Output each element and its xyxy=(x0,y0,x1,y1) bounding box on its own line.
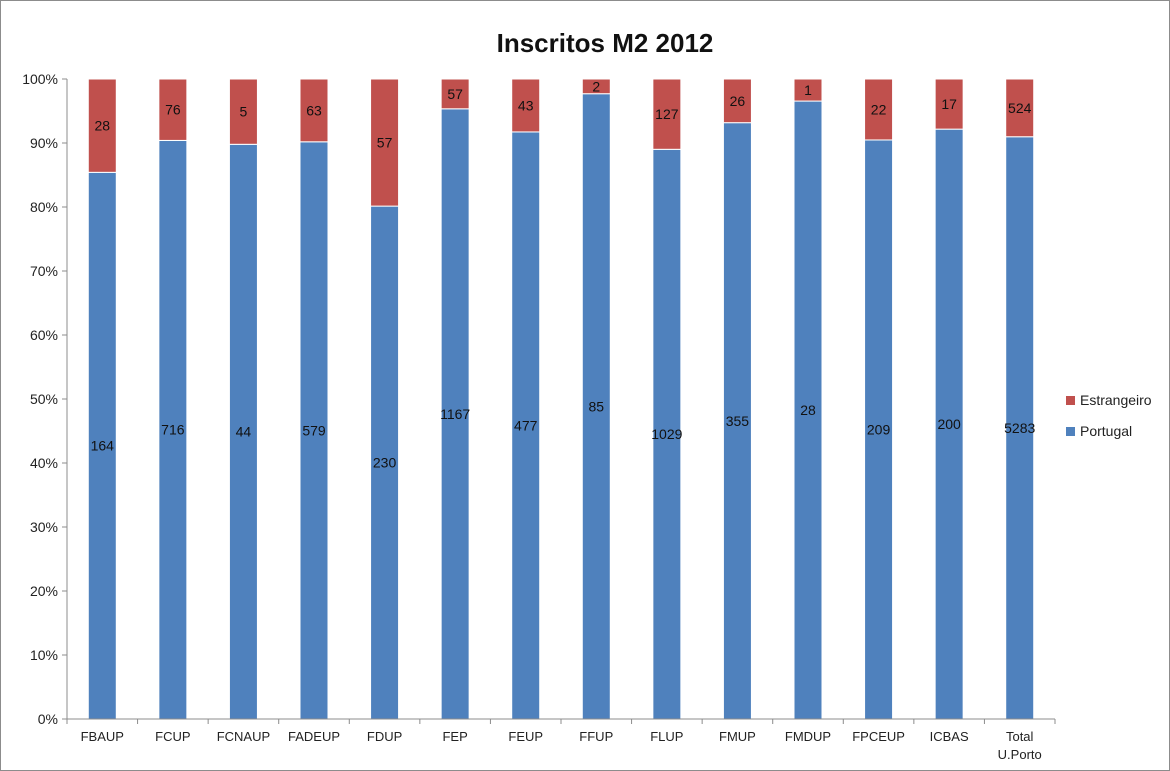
data-label-portugal: 44 xyxy=(236,424,252,440)
data-label-estrangeiro: 76 xyxy=(165,102,181,118)
bar-portugal xyxy=(581,93,611,720)
data-label-portugal: 1029 xyxy=(651,426,682,442)
x-axis: FBAUP FCUP FCNAUP FADEUP FDUP FEP FEUP FFUP FLUP… xyxy=(66,718,1056,762)
bars: 164 28 716 76 44 5 579 63 230 57 1167 57 477 43 85 2 102… xyxy=(87,78,1035,720)
legend-label-portugal: Portugal xyxy=(1080,423,1132,439)
bar-estrangeiro xyxy=(793,78,823,102)
y-tick-label: 70% xyxy=(30,263,58,279)
data-label-portugal: 579 xyxy=(302,422,326,438)
data-label-portugal: 85 xyxy=(588,398,604,414)
bar-portugal xyxy=(228,143,258,720)
bar-estrangeiro xyxy=(652,78,682,150)
legend-label-estrangeiro: Estrangeiro xyxy=(1080,392,1152,408)
data-label-portugal: 164 xyxy=(91,438,115,454)
data-label-estrangeiro: 28 xyxy=(94,118,110,134)
y-tick-label: 40% xyxy=(30,455,58,471)
bar-estrangeiro xyxy=(581,78,611,95)
bar-estrangeiro xyxy=(299,78,329,143)
x-tick-label: ICBAS xyxy=(930,729,969,744)
x-tick-label: FADEUP xyxy=(288,729,340,744)
bar-portugal xyxy=(440,108,470,720)
bar-portugal xyxy=(864,139,894,720)
bar-estrangeiro xyxy=(864,78,894,141)
y-tick-label: 60% xyxy=(30,327,58,343)
y-tick-label: 20% xyxy=(30,583,58,599)
x-tick-label: FEP xyxy=(442,729,467,744)
bar-estrangeiro xyxy=(1005,78,1035,138)
data-label-estrangeiro: 2 xyxy=(592,78,600,94)
bar-portugal xyxy=(652,148,682,720)
data-label-portugal: 200 xyxy=(937,416,961,432)
y-tick-label: 90% xyxy=(30,135,58,151)
legend-swatch-estrangeiro xyxy=(1066,396,1075,405)
x-tick-label: FBAUP xyxy=(81,729,124,744)
x-tick-label: FCNAUP xyxy=(217,729,270,744)
bar-portugal xyxy=(1005,136,1035,720)
data-label-estrangeiro: 57 xyxy=(447,86,463,102)
data-label-portugal: 1167 xyxy=(440,406,470,422)
x-tick-label: FMDUP xyxy=(785,729,831,744)
y-tick-label: 80% xyxy=(30,199,58,215)
bar-estrangeiro xyxy=(158,78,188,141)
data-label-estrangeiro: 57 xyxy=(377,135,393,151)
bar-estrangeiro xyxy=(87,78,117,173)
y-tick-label: 50% xyxy=(30,391,58,407)
data-label-estrangeiro: 524 xyxy=(1008,100,1032,116)
bar-portugal xyxy=(370,205,400,720)
data-label-estrangeiro: 17 xyxy=(941,96,957,112)
y-tick-label: 100% xyxy=(22,71,58,87)
bar-portugal xyxy=(299,141,329,720)
x-tick-label: FFUP xyxy=(579,729,613,744)
bar-portugal xyxy=(934,128,964,720)
data-label-estrangeiro: 1 xyxy=(804,82,812,98)
y-tick-label: 0% xyxy=(38,711,58,727)
legend-swatch-portugal xyxy=(1066,427,1075,436)
x-tick-label: FMUP xyxy=(719,729,756,744)
data-label-portugal: 716 xyxy=(161,422,185,438)
data-label-portugal: 230 xyxy=(373,455,397,471)
bar-estrangeiro xyxy=(511,78,541,133)
x-tick-label: FPCEUP xyxy=(852,729,905,744)
data-label-portugal: 5283 xyxy=(1004,420,1035,436)
bar-estrangeiro xyxy=(440,78,470,110)
data-label-estrangeiro: 43 xyxy=(518,97,534,113)
data-label-estrangeiro: 22 xyxy=(871,101,887,117)
x-tick-label: FCUP xyxy=(155,729,190,744)
x-tick-label: FLUP xyxy=(650,729,683,744)
data-label-estrangeiro: 26 xyxy=(730,93,746,109)
chart-title: Inscritos M2 2012 xyxy=(497,28,714,58)
bar-portugal xyxy=(793,100,823,720)
y-tick-label: 30% xyxy=(30,519,58,535)
x-tick-label: FDUP xyxy=(367,729,402,744)
x-tick-label: Total U.Porto xyxy=(998,729,1042,762)
x-tick-label: FEUP xyxy=(508,729,543,744)
bar-estrangeiro xyxy=(934,78,964,130)
data-label-portugal: 355 xyxy=(726,413,750,429)
data-label-portugal: 209 xyxy=(867,421,891,437)
data-label-estrangeiro: 5 xyxy=(240,104,248,120)
legend: Estrangeiro Portugal xyxy=(1066,392,1152,439)
data-label-estrangeiro: 127 xyxy=(655,106,679,122)
bar-estrangeiro xyxy=(370,78,400,207)
bar-estrangeiro xyxy=(722,78,752,124)
y-axis: 0% 10% 20% 30% 40% 50% 60% 70% 80% 90% 100% xyxy=(22,71,68,727)
data-label-portugal: 477 xyxy=(514,417,538,433)
data-label-portugal: 28 xyxy=(800,402,816,418)
y-tick-label: 10% xyxy=(30,647,58,663)
bar-estrangeiro xyxy=(228,78,258,145)
data-label-estrangeiro: 63 xyxy=(306,102,322,118)
